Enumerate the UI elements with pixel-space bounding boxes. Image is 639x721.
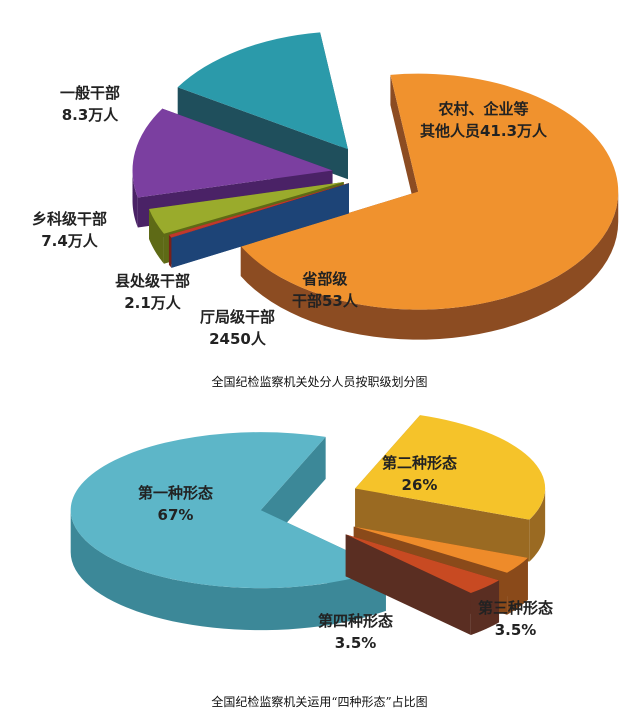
slice-2-top: [345, 534, 500, 594]
slice-2-outer-wall-0: [168, 234, 172, 268]
slice-2-outer-wall-0: [470, 580, 500, 636]
slice-0-cut-wall-0: [390, 74, 419, 222]
label-form-1: 第一种形态 67%: [138, 484, 214, 524]
label-other-personnel: 农村、企业等 其他人员41.3万人: [420, 100, 548, 140]
slice-4-outer-wall-0: [132, 170, 138, 228]
slice-5-cut-wall-0: [177, 87, 348, 180]
slice-0-top: [240, 73, 619, 310]
slice-1-outer-wall-0: [507, 557, 528, 615]
label-township: 乡科级干部 7.4万人: [32, 210, 108, 250]
label-form-3: 第三种形态 3.5%: [478, 599, 554, 639]
slice-1-top: [171, 183, 349, 238]
chart-title-rank: 全国纪检监察机关处分人员按职级划分图: [211, 375, 428, 389]
slice-3-outer-wall-0: [70, 510, 386, 631]
label-county: 县处级干部 2.1万人: [115, 272, 191, 312]
slice-3-outer-wall-0: [149, 209, 164, 264]
chart-title-four-forms: 全国纪检监察机关运用“四种形态”占比图: [211, 695, 428, 709]
slice-0-cut-wall-1: [355, 488, 530, 562]
slice-0-outer-wall-0: [529, 488, 546, 562]
slice-3-top: [70, 432, 386, 589]
label-form-4: 第四种形态 3.5%: [318, 612, 394, 652]
slice-3-cut-wall-1: [149, 182, 344, 240]
slice-2-cut-wall-1: [345, 534, 471, 636]
slice-2-top: [168, 183, 349, 238]
slice-5-top: [177, 32, 348, 150]
slice-0-top: [355, 415, 546, 520]
slice-1-top: [353, 526, 528, 573]
label-provincial: 省部级 干部53人: [292, 270, 358, 310]
slice-0-outer-wall-0: [240, 191, 619, 340]
label-form-2: 第二种形态 26%: [382, 454, 458, 494]
slice-3-top: [149, 182, 344, 234]
label-bureau: 厅局级干部 2450人: [200, 308, 276, 348]
slice-1-cut-wall-1: [171, 183, 349, 268]
slice-4-top: [132, 108, 333, 198]
label-general-cadre: 一般干部 8.3万人: [60, 84, 121, 124]
